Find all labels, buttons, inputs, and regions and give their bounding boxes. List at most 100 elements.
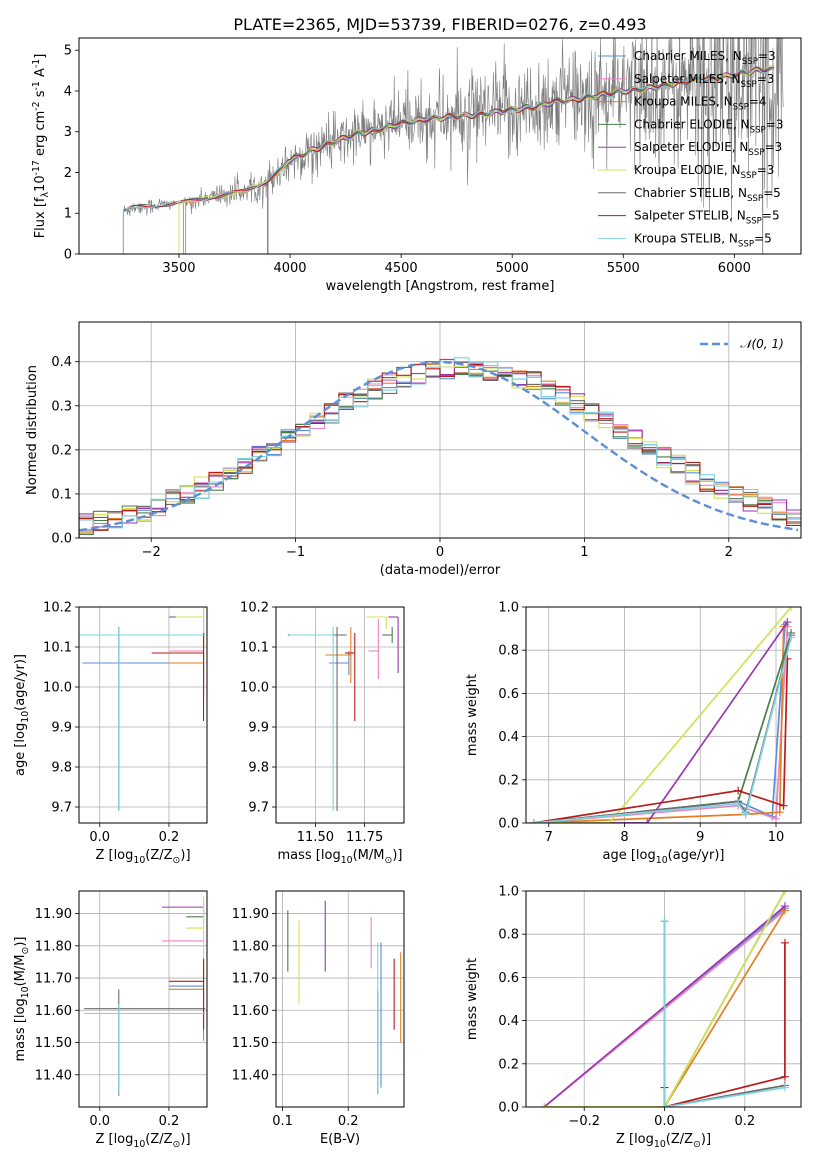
weight-line	[533, 636, 793, 823]
legend-label: 𝒩(0, 1)	[740, 337, 784, 351]
x-tick-label: −1	[286, 545, 305, 560]
weight-line	[663, 921, 786, 1107]
weight-line	[533, 607, 792, 823]
plot-area	[529, 607, 796, 823]
y-tick-label: 11.70	[35, 972, 72, 987]
y-tick-label: 0.0	[498, 1101, 519, 1116]
y-tick-label: 0.2	[498, 1057, 519, 1072]
y-tick-label: 3	[64, 125, 72, 140]
legend-label: Salpeter STELIB, NSSP=5	[634, 209, 780, 227]
y-axis-label: Flux [fλ10-17 erg cm-2 s-1 A-1]	[31, 54, 51, 239]
x-tick-label: 0.2	[734, 1114, 755, 1129]
plot-area	[84, 895, 206, 1096]
y-axis-label: age [log10(age/yr)]	[13, 654, 31, 776]
y-tick-label: 11.60	[232, 1004, 269, 1019]
axes-frame	[78, 321, 802, 539]
weight-line	[533, 632, 793, 823]
weight-line	[663, 942, 786, 1107]
x-tick-label: −2	[142, 545, 161, 560]
y-tick-label: 11.80	[35, 939, 72, 954]
y-tick-label: 1	[64, 207, 72, 222]
x-tick-label: 5000	[496, 261, 529, 276]
y-tick-label: 0.8	[498, 928, 519, 943]
y-tick-label: 9.7	[248, 801, 269, 816]
y-tick-label: 9.9	[51, 721, 72, 736]
panel-mass-vs-ebv: 0.1 0.2 11.40 11.50 11.60 11.70 11.80 11.90 E(B-…	[232, 890, 405, 1147]
y-tick-label: 9.9	[248, 721, 269, 736]
x-axis-label: (data-model)/error	[380, 563, 501, 578]
weight-line	[533, 658, 789, 823]
y-tick-label: 2	[64, 166, 72, 181]
legend-label: Salpeter ELODIE, NSSP=3	[634, 140, 782, 158]
x-tick-label: 4500	[385, 261, 418, 276]
model-line	[122, 66, 775, 254]
y-tick-label: 0.4	[498, 1014, 519, 1029]
panel-age-vs-Z: 0.0 0.2 9.7 9.8 9.9 10.0 10.1 10.2 Z [log10(Z/Z⊙…	[13, 601, 208, 866]
axes-frame	[275, 890, 405, 1108]
x-tick-label: 0.2	[159, 830, 180, 845]
y-tick-label: 0.0	[51, 532, 72, 547]
legend-label: Chabrier ELODIE, NSSP=3	[634, 117, 783, 135]
panel-mass-vs-Z: 0.0 0.2 11.40 11.50 11.60 11.70 11.80 11.90 Z [l…	[13, 890, 208, 1150]
y-tick-label: 10.2	[240, 601, 269, 616]
legend: Chabrier MILES, NSSP=3 Salpeter MILES, NS…	[598, 49, 783, 249]
y-tick-label: 9.8	[51, 761, 72, 776]
y-tick-label: 0.6	[498, 971, 519, 986]
x-tick-label: 6000	[718, 261, 751, 276]
x-tick-label: 8	[620, 830, 628, 845]
y-tick-label: 10.0	[43, 681, 72, 696]
panel-residual-hist: −2 −1 0 1 2 0.0 0.1 0.2 0.3 0.4 (data-model)/error…	[25, 321, 802, 578]
axes-frame	[275, 606, 405, 824]
y-tick-label: 11.60	[35, 1004, 72, 1019]
x-tick-label: 2	[725, 545, 733, 560]
y-tick-label: 0.2	[51, 443, 72, 458]
y-tick-label: 11.40	[232, 1068, 269, 1083]
y-tick-label: 9.7	[51, 801, 72, 816]
y-tick-label: 0.0	[498, 817, 519, 832]
legend-label: Chabrier MILES, NSSP=3	[634, 49, 776, 67]
legend-label: Chabrier STELIB, NSSP=5	[634, 186, 781, 204]
y-tick-label: 0.4	[498, 730, 519, 745]
panel-mass-weight-vs-age: 7 8 9 10 0.0 0.2 0.4 0.6 0.8 1.0 age [log10(age/yr…	[465, 601, 802, 866]
x-tick-label: 0.2	[338, 1114, 359, 1129]
x-tick-label: 0	[436, 545, 444, 560]
spectrum-data-line	[123, 38, 784, 254]
x-tick-label: 10	[768, 830, 785, 845]
axes-frame	[525, 890, 802, 1108]
y-tick-label: 0.4	[51, 355, 72, 370]
plot-area	[79, 607, 206, 811]
axes-frame	[78, 890, 208, 1108]
y-axis-label: mass weight	[465, 674, 480, 756]
y-axis-label: Normed distribution	[25, 365, 40, 495]
y-tick-label: 0.1	[51, 487, 72, 502]
x-axis-label: Z [log10(Z/Z⊙)]	[95, 848, 190, 866]
y-tick-label: 11.80	[232, 939, 269, 954]
y-tick-label: 11.90	[232, 907, 269, 922]
plot-area	[79, 357, 801, 538]
y-axis-label: mass [log10(M/M⊙)]	[13, 937, 31, 1062]
weight-line	[533, 626, 785, 823]
plot-area	[540, 891, 789, 1107]
histogram-series	[79, 357, 801, 538]
y-tick-label: 11.90	[35, 907, 72, 922]
y-tick-label: 0.6	[498, 687, 519, 702]
y-tick-label: 4	[64, 84, 72, 99]
x-tick-label: −0.2	[568, 1114, 600, 1129]
x-tick-label: 0.2	[159, 1114, 180, 1129]
y-axis-label: mass weight	[465, 958, 480, 1040]
x-axis-label: age [log10(age/yr)]	[603, 848, 725, 866]
legend-label: Kroupa STELIB, NSSP=5	[634, 231, 772, 249]
x-tick-label: 1	[580, 545, 588, 560]
y-tick-label: 10.1	[240, 641, 269, 656]
y-tick-label: 5	[64, 44, 72, 59]
model-line	[122, 68, 774, 254]
x-axis-label: Z [log10(Z/Z⊙)]	[95, 1132, 190, 1150]
y-tick-label: 11.40	[35, 1068, 72, 1083]
y-tick-label: 0.3	[51, 399, 72, 414]
y-tick-label: 11.50	[35, 1036, 72, 1051]
y-tick-label: 11.50	[232, 1036, 269, 1051]
y-tick-label: 0	[64, 248, 72, 263]
y-tick-label: 10.2	[43, 601, 72, 616]
x-tick-label: 7	[545, 830, 553, 845]
